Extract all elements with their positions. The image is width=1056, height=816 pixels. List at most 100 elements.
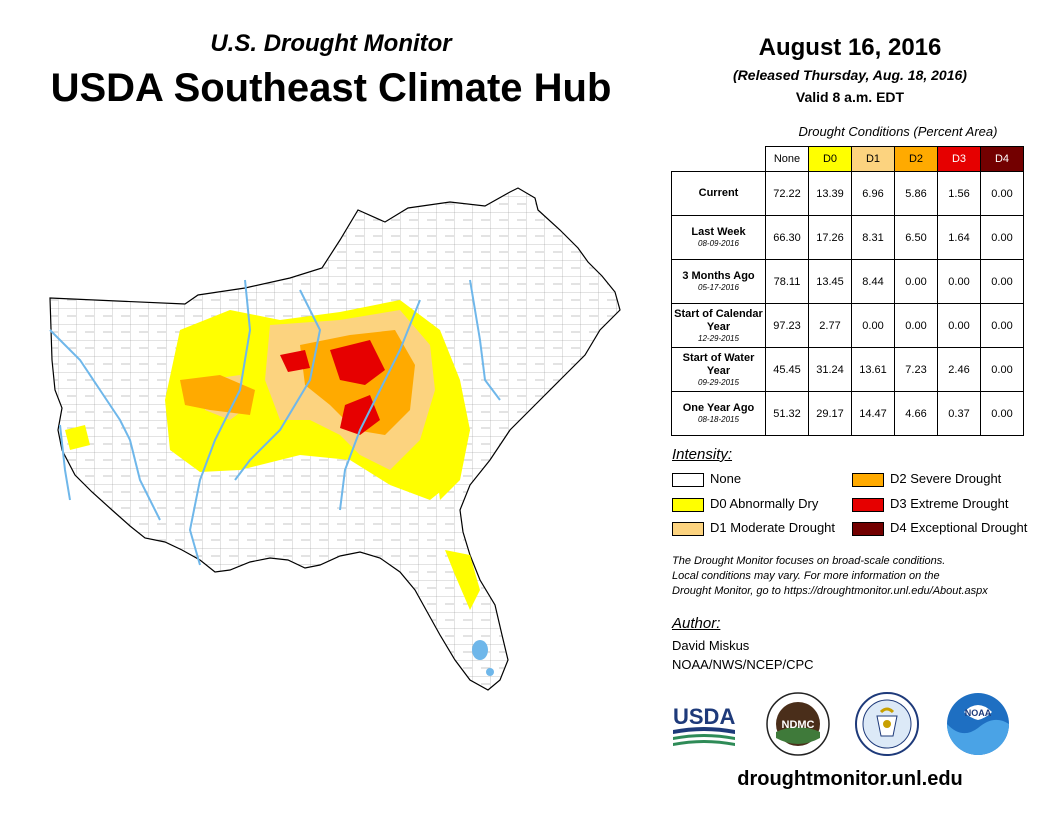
author-name: David Miskus [672, 638, 750, 653]
column-header-d4: D4 [980, 146, 1024, 172]
row-date: 05-17-2016 [698, 283, 739, 292]
column-header-d0: D0 [808, 146, 852, 172]
row-label-text: Start of Water Year [682, 351, 755, 377]
legend-swatch-d2 [852, 472, 884, 487]
cell-d4: 0.00 [980, 259, 1024, 304]
cell-d3: 0.00 [937, 259, 981, 304]
author-organization: NOAA/NWS/NCEP/CPC [672, 657, 814, 672]
row-label-text: Start of Calendar Year [674, 307, 763, 333]
footnote-line: The Drought Monitor focuses on broad-sca… [672, 555, 946, 567]
legend-item-d1: D1 Moderate Drought [672, 520, 835, 536]
table-row-start-of-calendar-year: Start of Calendar Year 12-29-2015 97.23 2… [671, 303, 1024, 348]
commerce-department-seal[interactable] [855, 692, 919, 756]
cell-d1: 6.96 [851, 171, 895, 216]
table-row-current: Current 72.22 13.39 6.96 5.86 1.56 0.00 [671, 171, 1024, 216]
cell-d2: 7.23 [894, 347, 938, 392]
legend-label: D3 Extreme Drought [890, 496, 1009, 511]
cell-d3: 2.46 [937, 347, 981, 392]
column-header-d1: D1 [851, 146, 895, 172]
legend-swatch-d0 [672, 497, 704, 512]
cell-none: 66.30 [765, 215, 809, 260]
row-label: Last Week 08-09-2016 [671, 215, 766, 260]
cell-d0: 29.17 [808, 391, 852, 436]
cell-d0: 13.39 [808, 171, 852, 216]
cell-d3: 0.37 [937, 391, 981, 436]
cell-none: 51.32 [765, 391, 809, 436]
cell-d1: 8.31 [851, 215, 895, 260]
cell-d4: 0.00 [980, 303, 1024, 348]
legend-swatch-d4 [852, 521, 884, 536]
cell-d1: 13.61 [851, 347, 895, 392]
footnote-line: Local conditions may vary. For more info… [672, 570, 940, 582]
row-date: 12-29-2015 [698, 333, 739, 343]
cell-none: 45.45 [765, 347, 809, 392]
cell-d0: 13.45 [808, 259, 852, 304]
legend-label: None [710, 471, 742, 486]
website-link[interactable]: droughtmonitor.unl.edu [737, 768, 963, 790]
cell-d2: 0.00 [894, 303, 938, 348]
drought-d3-areas [280, 340, 385, 435]
footnote-line-with-link[interactable]: Drought Monitor, go to https://droughtmo… [672, 585, 988, 597]
cell-d2: 5.86 [894, 171, 938, 216]
ndmc-logo[interactable]: NDMC [766, 692, 830, 756]
cell-d2: 6.50 [894, 215, 938, 260]
column-header-none: None [765, 146, 809, 172]
table-row-start-of-water-year: Start of Water Year 09-29-2015 45.45 31.2… [671, 347, 1024, 392]
table-row-last-week: Last Week 08-09-2016 66.30 17.26 8.31 6.5… [671, 215, 1024, 260]
map-date: August 16, 2016 [758, 34, 942, 61]
row-label-text: Current [698, 187, 739, 199]
row-label: Current [671, 171, 766, 216]
table-caption: Drought Conditions (Percent Area) [798, 124, 998, 139]
legend-label: D1 Moderate Drought [710, 520, 836, 535]
noaa-logo[interactable]: NOAA [946, 692, 1010, 756]
table-row-one-year-ago: One Year Ago 08-18-2015 51.32 29.17 14.47… [671, 391, 1024, 436]
table-row-3-months-ago: 3 Months Ago 05-17-2016 78.11 13.45 8.44 … [671, 259, 1024, 304]
map-title: USDA Southeast Climate Hub [50, 66, 612, 110]
intensity-legend-title: Intensity: [672, 446, 733, 463]
legend-item-none: None [672, 471, 741, 487]
row-label: Start of Water Year 09-29-2015 [671, 347, 766, 392]
author-heading: Author: [672, 615, 721, 632]
table-header-row: None D0 D1 D2 D3 D4 [672, 146, 1024, 172]
cell-d4: 0.00 [980, 215, 1024, 260]
map-subtitle: U.S. Drought Monitor [210, 30, 452, 57]
legend-swatch-d3 [852, 497, 884, 512]
legend-item-d4: D4 Exceptional Drought [852, 520, 1027, 536]
drought-map [49, 187, 621, 691]
legend-swatch-none [672, 472, 704, 487]
usda-logo-text: USDA [673, 704, 735, 729]
cell-d3: 1.64 [937, 215, 981, 260]
cell-d1: 0.00 [851, 303, 895, 348]
cell-d3: 1.56 [937, 171, 981, 216]
cell-d2: 0.00 [894, 259, 938, 304]
cell-d4: 0.00 [980, 171, 1024, 216]
column-header-d2: D2 [894, 146, 938, 172]
legend-item-d0: D0 Abnormally Dry [672, 496, 818, 512]
cell-d0: 31.24 [808, 347, 852, 392]
usda-logo[interactable]: USDA [671, 700, 737, 748]
cell-none: 78.11 [765, 259, 809, 304]
column-header-d3: D3 [937, 146, 981, 172]
release-date: (Released Thursday, Aug. 18, 2016) [733, 67, 967, 83]
table-corner [672, 147, 766, 172]
row-date: 08-09-2016 [698, 239, 739, 248]
row-label-text: One Year Ago [682, 402, 755, 414]
rivers [49, 279, 501, 566]
legend-swatch-d1 [672, 521, 704, 536]
legend-item-d3: D3 Extreme Drought [852, 496, 1009, 512]
valid-time: Valid 8 a.m. EDT [795, 89, 905, 105]
footnote: The Drought Monitor focuses on broad-sca… [672, 554, 1042, 599]
row-label: One Year Ago 08-18-2015 [671, 391, 766, 436]
cell-d0: 2.77 [808, 303, 852, 348]
cell-d3: 0.00 [937, 303, 981, 348]
legend-label: D4 Exceptional Drought [890, 520, 1028, 535]
row-date: 08-18-2015 [698, 415, 739, 424]
cell-d4: 0.00 [980, 347, 1024, 392]
legend-label: D2 Severe Drought [890, 471, 1002, 486]
cell-d1: 14.47 [851, 391, 895, 436]
cell-d0: 17.26 [808, 215, 852, 260]
row-label-text: 3 Months Ago [682, 270, 755, 282]
cell-d2: 4.66 [894, 391, 938, 436]
lakes [472, 640, 494, 676]
row-date: 09-29-2015 [698, 377, 739, 387]
